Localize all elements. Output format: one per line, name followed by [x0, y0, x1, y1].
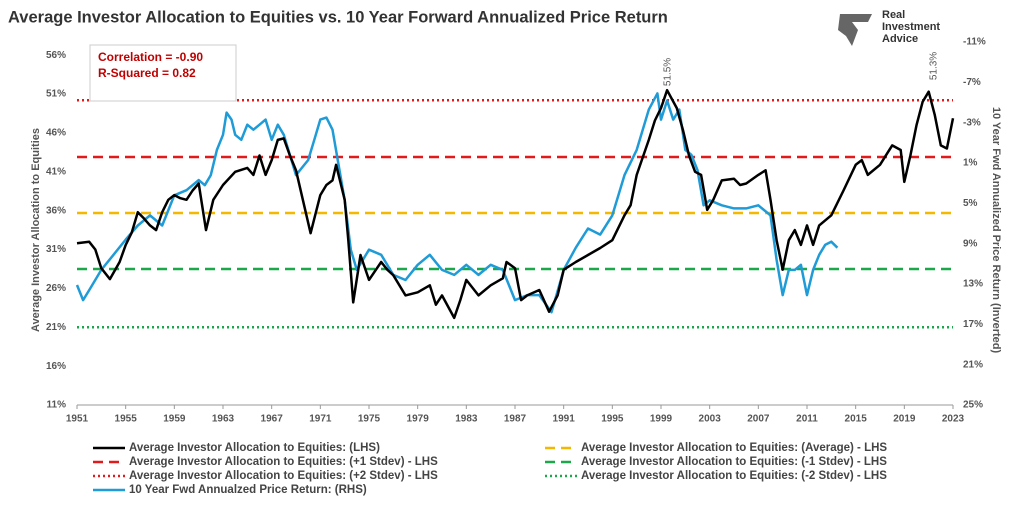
y2-tick-label: -3%: [963, 117, 981, 128]
x-tick-label: 1999: [650, 414, 673, 425]
legend-item: 10 Year Fwd Annualzed Price Return: (RHS…: [93, 484, 367, 496]
x-tick-label: 2015: [845, 414, 868, 425]
legend-item: Average Investor Allocation to Equities:…: [93, 456, 438, 468]
x-tick-label: 1951: [66, 414, 89, 425]
y-tick-label: 41%: [46, 166, 66, 177]
stats-text: Correlation = -0.90: [98, 50, 203, 64]
x-tick-label: 2023: [942, 414, 965, 425]
stats-box: [89, 44, 237, 102]
y-tick-label: 11%: [47, 400, 67, 411]
x-tick-label: 1991: [553, 414, 576, 425]
legend-label: Average Investor Allocation to Equities:…: [581, 456, 887, 468]
legend-label: Average Investor Allocation to Equities:…: [581, 442, 887, 454]
y-axis-title: Average Investor Allocation to Equities: [30, 128, 42, 332]
y2-tick-label: 9%: [963, 238, 978, 249]
legend-label: Average Investor Allocation to Equities:…: [129, 470, 438, 482]
logo-text: Real: [882, 9, 905, 21]
logo-mark: [838, 14, 872, 46]
x-tick-label: 1967: [261, 414, 284, 425]
y2-tick-label: -11%: [963, 37, 986, 48]
x-tick-label: 2011: [796, 414, 818, 425]
peak-annotation: 51.5%: [663, 58, 674, 86]
legend-label: Average Investor Allocation to Equities:…: [129, 442, 380, 454]
x-tick-label: 1955: [115, 414, 138, 425]
x-tick-label: 1983: [455, 414, 478, 425]
y2-tick-label: 21%: [963, 359, 983, 370]
y-tick-label: 56%: [46, 50, 66, 61]
x-tick-label: 2007: [747, 414, 770, 425]
y-tick-label: 26%: [46, 283, 66, 294]
logo-text: Advice: [882, 33, 918, 45]
y-tick-label: 36%: [46, 205, 66, 216]
x-tick-label: 1971: [309, 414, 332, 425]
x-tick-label: 2003: [699, 414, 722, 425]
y2-tick-label: 5%: [963, 198, 978, 209]
legend-item: Average Investor Allocation to Equities:…: [545, 442, 887, 454]
stats-text: R-Squared = 0.82: [98, 66, 196, 80]
legend-item: Average Investor Allocation to Equities:…: [93, 442, 380, 454]
legend-item: Average Investor Allocation to Equities:…: [545, 470, 887, 482]
y-tick-label: 51%: [46, 89, 66, 100]
legend-label: 10 Year Fwd Annualzed Price Return: (RHS…: [129, 484, 367, 496]
y-tick-label: 46%: [46, 128, 66, 139]
x-tick-label: 1987: [504, 414, 527, 425]
y-tick-label: 16%: [46, 361, 66, 372]
legend-item: Average Investor Allocation to Equities:…: [93, 470, 438, 482]
series-line: [76, 88, 955, 320]
x-tick-label: 1959: [163, 414, 186, 425]
chart-title: Average Investor Allocation to Equities …: [8, 8, 668, 26]
legend-label: Average Investor Allocation to Equities:…: [581, 470, 887, 482]
y2-tick-label: 17%: [963, 319, 983, 330]
y2-tick-label: -7%: [963, 77, 981, 88]
y2-tick-label: 25%: [963, 400, 983, 411]
logo-text: Investment: [882, 21, 940, 33]
series-line: [75, 92, 839, 314]
y2-axis-title: 10 Year Fwd Annualized Price Return (Inv…: [990, 107, 1002, 354]
y2-tick-label: 13%: [963, 279, 983, 290]
legend-label: Average Investor Allocation to Equities:…: [129, 456, 438, 468]
x-tick-label: 1995: [601, 414, 624, 425]
peak-annotation: 51.3%: [929, 52, 940, 80]
y-tick-label: 21%: [46, 322, 66, 333]
x-tick-label: 1963: [212, 414, 235, 425]
x-tick-label: 1975: [358, 414, 381, 425]
x-tick-label: 2019: [893, 414, 916, 425]
y2-tick-label: 1%: [963, 158, 978, 169]
y-tick-label: 31%: [46, 244, 66, 255]
x-tick-label: 1979: [407, 414, 430, 425]
legend-item: Average Investor Allocation to Equities:…: [545, 456, 887, 468]
logo: Real Investment Advice: [838, 9, 940, 46]
